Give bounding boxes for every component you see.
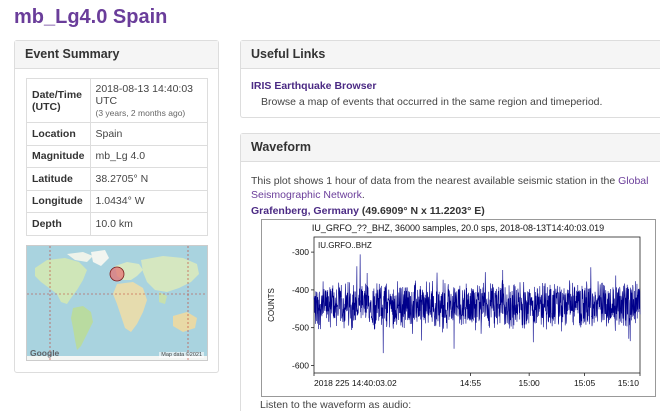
table-row: Depth 10.0 km — [26, 212, 208, 236]
map-credit: Map data ©2021 — [159, 352, 204, 358]
useful-links-panel: Useful Links IRIS Earthquake Browser Bro… — [240, 40, 660, 118]
iris-browser-description: Browse a map of events that occurred in … — [261, 96, 603, 108]
y-tick-label: -600 — [292, 360, 309, 370]
event-map[interactable]: Google Map data ©2021 — [26, 245, 208, 361]
waveform-description: This plot shows 1 hour of data from the … — [251, 174, 651, 202]
station-name[interactable]: Grafenberg, Germany — [251, 205, 359, 217]
station-info: Grafenberg, Germany (49.6909° N x 11.220… — [251, 205, 485, 217]
table-row: Longitude 1.0434° W — [26, 189, 208, 213]
y-tick-label: -300 — [292, 247, 309, 257]
table-row: Magnitude mb_Lg 4.0 — [26, 144, 208, 168]
gsn-link[interactable]: Global Seismographic Network — [251, 175, 649, 201]
y-tick-label: -500 — [292, 323, 309, 333]
y-tick-label: -400 — [292, 285, 309, 295]
waveform-series-line — [313, 254, 641, 354]
iris-browser-link[interactable]: IRIS Earthquake Browser — [251, 80, 377, 92]
row-label: Location — [26, 122, 91, 146]
waveform-plot: IU_GRFO_??_BHZ, 36000 samples, 20.0 sps,… — [261, 219, 656, 397]
row-label: Longitude — [26, 189, 91, 213]
row-value: 10.0 km — [89, 212, 208, 236]
useful-links-heading: Useful Links — [241, 41, 660, 69]
x-tick-label: 15:05 — [574, 378, 596, 388]
waveform-chart: IU_GRFO_??_BHZ, 36000 samples, 20.0 sps,… — [267, 223, 641, 388]
event-summary-heading: Event Summary — [15, 41, 218, 69]
datetime-relative: (3 years, 2 months ago) — [95, 108, 186, 118]
row-value: 1.0434° W — [89, 189, 208, 213]
x-tick-label: 14:55 — [460, 378, 482, 388]
row-label: Depth — [26, 212, 91, 236]
table-row: Location Spain — [26, 122, 208, 146]
waveform-heading: Waveform — [241, 134, 660, 162]
row-value: 38.2705° N — [89, 167, 208, 191]
trace-label: IU.GRFO..BHZ — [318, 241, 372, 250]
x-tick-label: 2018 225 14:40:03.02 — [314, 378, 397, 388]
row-value: 2018-08-13 14:40:03 UTC (3 years, 2 mont… — [89, 78, 208, 123]
waveform-trace — [313, 254, 641, 354]
chart-title: IU_GRFO_??_BHZ, 36000 samples, 20.0 sps,… — [312, 223, 604, 233]
waveform-desc-suffix: . — [361, 189, 365, 201]
waveform-panel: Waveform This plot shows 1 hour of data … — [240, 133, 660, 411]
datetime-value: 2018-08-13 14:40:03 UTC — [95, 83, 194, 107]
world-map-graphic — [27, 246, 207, 360]
row-label: Magnitude — [26, 144, 91, 168]
table-row: Date/Time (UTC) 2018-08-13 14:40:03 UTC … — [26, 78, 208, 123]
y-axis: -300 -400 -500 -600 — [292, 247, 314, 370]
x-tick-label: 15:10 — [618, 378, 640, 388]
row-label: Date/Time (UTC) — [26, 78, 91, 123]
table-row: Latitude 38.2705° N — [26, 167, 208, 191]
station-coords: (49.6909° N x 11.2203° E) — [361, 205, 485, 217]
waveform-desc-text: This plot shows 1 hour of data from the … — [251, 175, 619, 187]
page-title: mb_Lg4.0 Spain — [14, 6, 168, 28]
event-summary-panel: Event Summary Date/Time (UTC) 2018-08-13… — [14, 40, 219, 373]
google-logo: Google — [30, 348, 60, 358]
event-summary-table: Date/Time (UTC) 2018-08-13 14:40:03 UTC … — [26, 78, 208, 236]
row-label: Latitude — [26, 167, 91, 191]
event-marker-icon — [109, 266, 125, 282]
row-value: mb_Lg 4.0 — [89, 144, 208, 168]
y-axis-label: COUNTS — [267, 288, 276, 322]
row-value: Spain — [89, 122, 208, 146]
x-axis: 2018 225 14:40:03.02 14:55 15:00 15:05 15:10 — [313, 373, 641, 388]
audio-label: Listen to the waveform as audio: — [260, 399, 412, 411]
x-tick-label: 15:00 — [519, 378, 541, 388]
